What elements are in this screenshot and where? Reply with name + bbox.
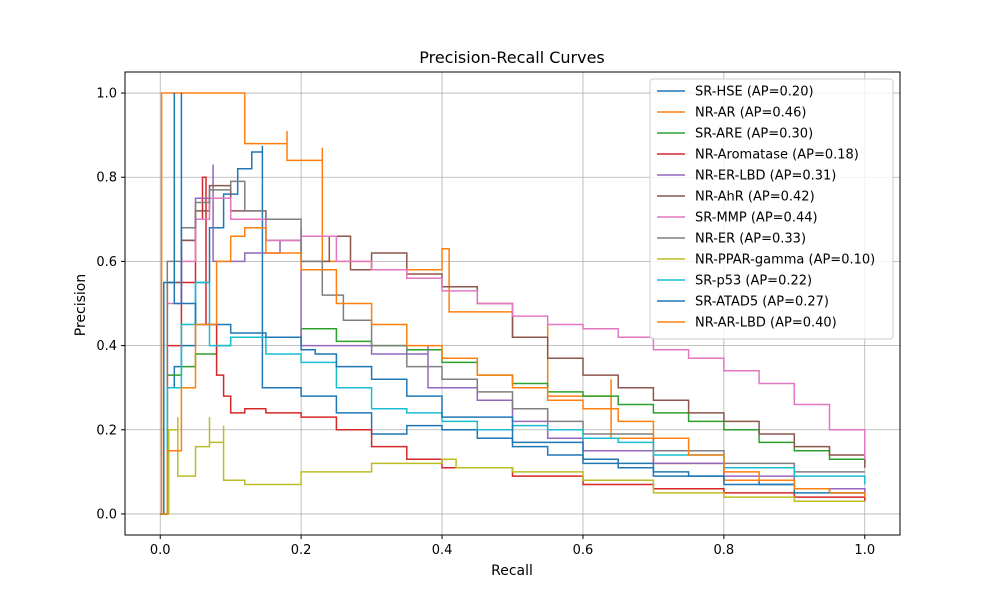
- legend-entry: SR-ATAD5 (AP=0.27): [695, 295, 829, 310]
- legend-entry: NR-PPAR-gamma (AP=0.10): [695, 253, 875, 268]
- legend-entry: NR-ER-LBD (AP=0.31): [695, 169, 836, 184]
- series-line-8: [160, 417, 865, 515]
- x-axis-label: Recall: [491, 563, 533, 579]
- series-line-11: [160, 226, 866, 515]
- x-tick-label: 0.2: [291, 543, 312, 558]
- series-line-10: [160, 93, 866, 515]
- series-line-4: [160, 164, 866, 515]
- legend-entry: NR-Aromatase (AP=0.18): [695, 148, 859, 163]
- legend-entry: NR-AR (AP=0.46): [695, 106, 806, 121]
- series-line-7: [160, 180, 865, 515]
- curves: [160, 92, 866, 515]
- y-tick-label: 0.8: [96, 171, 117, 186]
- x-tick-label: 0.6: [573, 543, 594, 558]
- legend-entry: NR-AR-LBD (AP=0.40): [695, 316, 837, 331]
- legend: SR-HSE (AP=0.20) NR-AR (AP=0.46) SR-ARE (A…: [649, 78, 894, 340]
- y-tick-label: 0.6: [96, 255, 117, 270]
- x-tick-label: 0.8: [714, 543, 735, 558]
- chart-title: Precision-Recall Curves: [419, 48, 605, 67]
- x-tick-label: 0.0: [150, 543, 171, 558]
- series-line-6: [160, 197, 866, 515]
- y-tick-label: 0.0: [96, 507, 117, 522]
- y-tick-label: 0.2: [96, 423, 117, 438]
- legend-entry: SR-p53 (AP=0.22): [695, 274, 812, 289]
- legend-entry: SR-HSE (AP=0.20): [695, 85, 814, 100]
- legend-box: [649, 78, 894, 340]
- legend-entry: SR-MMP (AP=0.44): [695, 211, 818, 226]
- legend-entry: NR-ER (AP=0.33): [695, 232, 806, 247]
- plot-frame: [124, 71, 901, 536]
- x-tick-label: 0.4: [432, 543, 453, 558]
- x-tick-label: 1.0: [854, 543, 875, 558]
- series-line-9: [160, 281, 866, 515]
- axis-ticks: 0.0 0.2 0.4 0.6 0.8 1.0 0.0 0.2 0.4 0.6 0.8 1.0: [96, 87, 875, 558]
- legend-entry: NR-AhR (AP=0.42): [695, 190, 815, 205]
- y-axis-label: Precision: [73, 274, 89, 336]
- y-tick-label: 1.0: [96, 87, 117, 102]
- legend-entry: SR-ARE (AP=0.30): [695, 127, 813, 142]
- y-tick-label: 0.4: [96, 339, 117, 354]
